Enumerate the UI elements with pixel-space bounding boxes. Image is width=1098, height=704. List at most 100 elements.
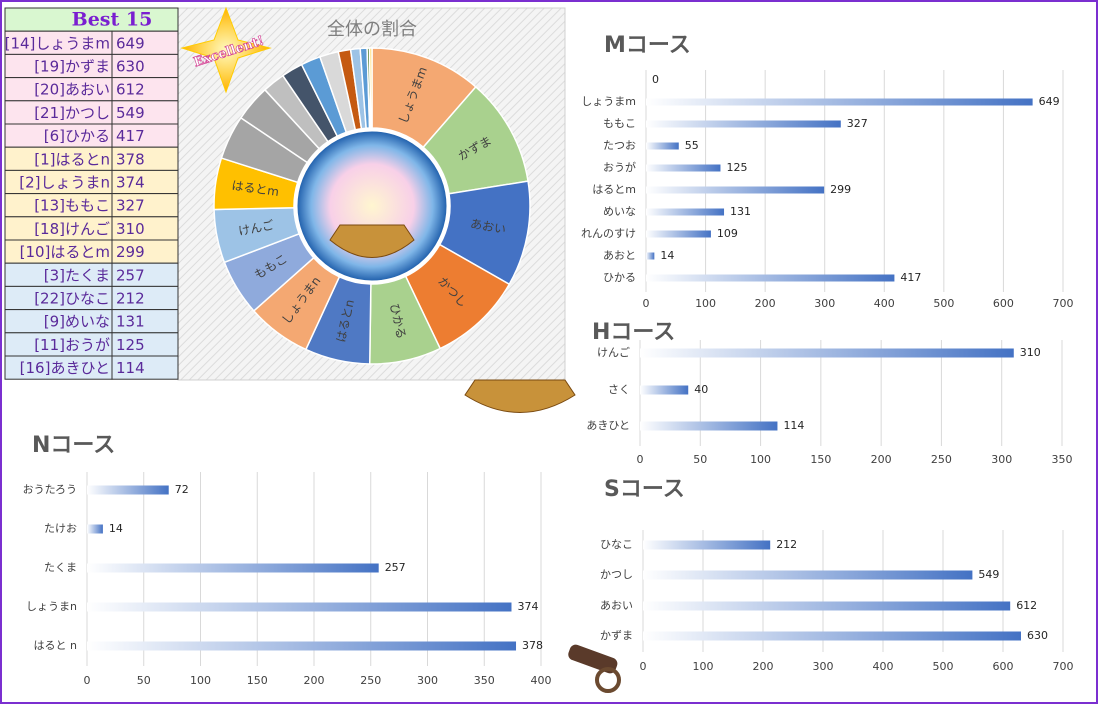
bar <box>646 252 655 260</box>
value-label: 109 <box>717 227 738 240</box>
value-label: 55 <box>685 139 699 152</box>
ship-icon <box>329 224 415 258</box>
table-score: 378 <box>116 150 145 168</box>
bar <box>640 385 689 395</box>
x-tick-label: 300 <box>813 660 834 673</box>
table-score: 299 <box>116 243 145 261</box>
table-score: 131 <box>116 313 145 331</box>
value-label: 131 <box>730 205 751 218</box>
value-label: 212 <box>776 538 797 551</box>
bar <box>643 631 1021 641</box>
table-score: 257 <box>116 266 145 284</box>
x-tick-label: 700 <box>1053 297 1074 310</box>
x-tick-label: 250 <box>931 453 952 466</box>
value-label: 649 <box>1039 95 1060 108</box>
table-score: 125 <box>116 336 145 354</box>
chart-title: Sコース <box>604 477 685 502</box>
x-tick-label: 100 <box>750 453 771 466</box>
x-tick-label: 50 <box>137 674 151 687</box>
x-tick-label: 100 <box>695 297 716 310</box>
value-label: 630 <box>1027 629 1048 642</box>
value-label: 125 <box>726 161 747 174</box>
category-label: あきひと <box>586 419 630 432</box>
value-label: 0 <box>652 73 659 86</box>
table-name: [13]ももこ <box>34 197 110 215</box>
charts: 全体の割合しょうまmかずまあおいかつしひかるはるとnしょうまnももこけんごはると… <box>23 19 1074 687</box>
slice-label: あおい <box>469 217 507 237</box>
x-tick-label: 50 <box>693 453 707 466</box>
category-label: たけお <box>44 522 77 535</box>
table-name: [2]しょうまn <box>19 174 110 192</box>
x-tick-label: 350 <box>474 674 495 687</box>
best-table: Best 15 [14]しょうまm 649 [19]かずま 630 [20]あおい 612 [… <box>4 7 179 380</box>
category-label: おうが <box>603 160 636 174</box>
bar <box>646 208 725 216</box>
category-label: あおい <box>600 599 633 612</box>
chart-title: Nコース <box>32 433 115 458</box>
category-label: ひなこ <box>600 538 633 551</box>
x-tick-label: 500 <box>933 660 954 673</box>
category-label: たつお <box>603 139 636 152</box>
bar <box>646 230 711 238</box>
x-tick-label: 0 <box>84 674 91 687</box>
table-name: [22]ひなこ <box>34 290 110 308</box>
table-name: [6]ひかる <box>44 127 110 145</box>
table-score: 549 <box>116 104 145 122</box>
table-name: [10]はるとm <box>20 243 110 261</box>
x-tick-label: 600 <box>993 660 1014 673</box>
table-name: [18]けんご <box>34 220 110 238</box>
ship-icon <box>464 379 576 413</box>
value-label: 114 <box>783 419 804 432</box>
x-tick-label: 400 <box>531 674 552 687</box>
value-label: 549 <box>978 568 999 581</box>
value-label: 378 <box>522 639 543 652</box>
category-label: あおと <box>603 249 636 262</box>
x-tick-label: 300 <box>991 453 1012 466</box>
category-label: はると n <box>34 639 77 652</box>
bar <box>87 641 517 651</box>
chart-title: Mコース <box>604 33 691 58</box>
table-name: [3]たくま <box>44 266 110 284</box>
table-cell <box>111 355 179 380</box>
x-tick-label: 400 <box>874 297 895 310</box>
table-name: [9]めいな <box>44 313 110 331</box>
x-tick-label: 200 <box>871 453 892 466</box>
table-title: Best 15 <box>72 9 153 31</box>
bar <box>643 601 1011 611</box>
value-label: 14 <box>660 249 674 262</box>
x-tick-label: 500 <box>933 297 954 310</box>
category-label: めいな <box>603 205 636 218</box>
category-label: ももこ <box>603 117 636 130</box>
table-name: [16]あきひと <box>20 359 110 377</box>
x-tick-label: 250 <box>360 674 381 687</box>
cannon-wheel <box>595 667 621 693</box>
category-label: れんのすけ <box>581 227 636 240</box>
bar <box>646 120 841 128</box>
category-label: しょうまm <box>581 95 636 108</box>
table-name: [14]しょうまm <box>5 34 110 52</box>
x-tick-label: 200 <box>755 297 776 310</box>
category-label: たくま <box>44 561 77 574</box>
chart-title: 全体の割合 <box>327 19 417 40</box>
value-label: 417 <box>900 271 921 284</box>
cannon-icon <box>568 644 621 693</box>
bar <box>643 540 771 550</box>
table-name: [19]かずま <box>34 58 110 76</box>
category-label: けんご <box>597 345 630 359</box>
bar <box>646 142 679 150</box>
category-label: かつし <box>600 568 633 581</box>
value-label: 299 <box>830 183 851 196</box>
star-icon <box>180 6 272 94</box>
bar <box>646 186 825 194</box>
category-label: しょうまn <box>26 600 77 613</box>
category-label: おうたろう <box>23 483 77 496</box>
category-label: さく <box>608 383 630 396</box>
value-label: 310 <box>1020 346 1041 359</box>
value-label: 14 <box>109 522 123 535</box>
value-label: 327 <box>847 117 868 130</box>
table-score: 212 <box>116 290 145 308</box>
value-label: 257 <box>385 561 406 574</box>
x-tick-label: 300 <box>417 674 438 687</box>
table-score: 417 <box>116 127 145 145</box>
cannon-barrel <box>568 644 618 674</box>
